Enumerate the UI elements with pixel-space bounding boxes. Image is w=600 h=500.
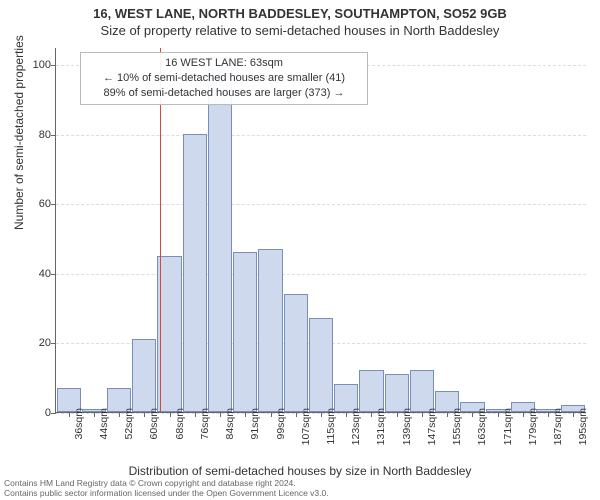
- xtick-label: 99sqm: [275, 408, 287, 440]
- xtick-mark: [498, 412, 499, 417]
- xtick-mark: [422, 412, 423, 417]
- ytick-mark: [51, 274, 56, 275]
- histogram-bar: [410, 370, 434, 412]
- xtick-mark: [144, 412, 145, 417]
- x-axis-title: Distribution of semi-detached houses by …: [0, 464, 600, 478]
- gridline: [56, 135, 586, 136]
- histogram-bar: [208, 57, 232, 412]
- y-axis-title: Number of semi-detached properties: [12, 35, 26, 230]
- footer-line-1: Contains HM Land Registry data © Crown c…: [4, 478, 596, 488]
- xtick-label: 179sqm: [527, 408, 539, 445]
- xtick-mark: [472, 412, 473, 417]
- xtick-label: 131sqm: [375, 408, 387, 445]
- xtick-label: 163sqm: [476, 408, 488, 445]
- xtick-label: 60sqm: [148, 408, 160, 440]
- xtick-label: 155sqm: [451, 408, 463, 445]
- xtick-mark: [346, 412, 347, 417]
- ytick-mark: [51, 343, 56, 344]
- histogram-bar: [157, 256, 181, 412]
- xtick-label: 195sqm: [577, 408, 589, 445]
- xtick-mark: [296, 412, 297, 417]
- xtick-label: 139sqm: [401, 408, 413, 445]
- ytick-label: 40: [21, 268, 51, 280]
- xtick-mark: [119, 412, 120, 417]
- xtick-label: 68sqm: [174, 408, 186, 440]
- xtick-mark: [69, 412, 70, 417]
- legend-box: 16 WEST LANE: 63sqm ← 10% of semi-detach…: [80, 52, 368, 105]
- xtick-label: 107sqm: [300, 408, 312, 445]
- chart-footer: Contains HM Land Registry data © Crown c…: [4, 478, 596, 498]
- xtick-label: 91sqm: [249, 408, 261, 440]
- ytick-mark: [51, 135, 56, 136]
- xtick-mark: [220, 412, 221, 417]
- legend-line-3: 89% of semi-detached houses are larger (…: [89, 86, 359, 101]
- xtick-mark: [371, 412, 372, 417]
- histogram-bar: [309, 318, 333, 412]
- xtick-label: 187sqm: [552, 408, 564, 445]
- ytick-mark: [51, 204, 56, 205]
- xtick-label: 171sqm: [502, 408, 514, 445]
- histogram-bar: [385, 374, 409, 412]
- xtick-mark: [271, 412, 272, 417]
- footer-line-2: Contains public sector information licen…: [4, 488, 596, 498]
- gridline: [56, 274, 586, 275]
- xtick-mark: [170, 412, 171, 417]
- chart-title: 16, WEST LANE, NORTH BADDESLEY, SOUTHAMP…: [0, 6, 600, 21]
- legend-line-1: 16 WEST LANE: 63sqm: [89, 56, 359, 71]
- histogram-bar: [132, 339, 156, 412]
- ytick-mark: [51, 413, 56, 414]
- histogram-bar: [359, 370, 383, 412]
- xtick-mark: [397, 412, 398, 417]
- ytick-mark: [51, 65, 56, 66]
- xtick-label: 36sqm: [73, 408, 85, 440]
- legend-line-2: ← 10% of semi-detached houses are smalle…: [89, 71, 359, 86]
- xtick-mark: [195, 412, 196, 417]
- xtick-label: 123sqm: [350, 408, 362, 445]
- xtick-mark: [321, 412, 322, 417]
- xtick-label: 84sqm: [224, 408, 236, 440]
- histogram-bar: [183, 134, 207, 412]
- histogram-bar: [233, 252, 257, 412]
- histogram-bar: [258, 249, 282, 412]
- xtick-label: 147sqm: [426, 408, 438, 445]
- ytick-label: 20: [21, 337, 51, 349]
- xtick-mark: [548, 412, 549, 417]
- ytick-label: 0: [21, 407, 51, 419]
- chart-subtitle: Size of property relative to semi-detach…: [0, 23, 600, 38]
- xtick-label: 52sqm: [123, 408, 135, 440]
- histogram-bar: [284, 294, 308, 412]
- xtick-label: 115sqm: [325, 408, 337, 445]
- xtick-label: 44sqm: [98, 408, 110, 440]
- xtick-label: 76sqm: [199, 408, 211, 440]
- xtick-mark: [245, 412, 246, 417]
- xtick-mark: [523, 412, 524, 417]
- xtick-mark: [573, 412, 574, 417]
- xtick-mark: [447, 412, 448, 417]
- gridline: [56, 204, 586, 205]
- xtick-mark: [94, 412, 95, 417]
- chart-header: 16, WEST LANE, NORTH BADDESLEY, SOUTHAMP…: [0, 0, 600, 38]
